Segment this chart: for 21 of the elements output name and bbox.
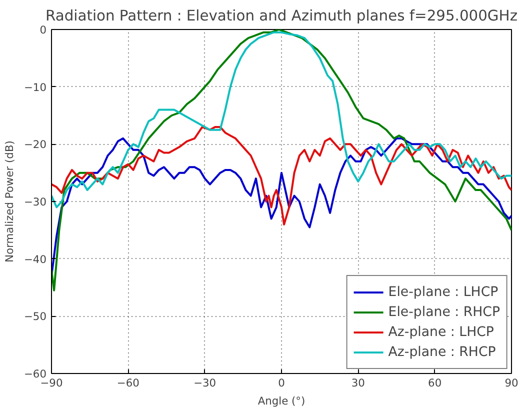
y-tick-label: −50 [24,310,47,324]
x-axis-title: Angle (°) [258,394,306,408]
x-tick-label: 0 [278,376,286,390]
y-tick-label: 0 [40,24,47,36]
x-tick-label: −30 [194,376,216,390]
y-axis-title: Normalized Power (dB) [3,140,16,262]
legend-label: Az-plane : LHCP [388,324,494,340]
y-tick-label: −10 [24,80,47,94]
line-series [52,31,512,208]
legend-label: Ele-plane : RHCP [388,304,500,320]
line-series [52,126,512,226]
legend-label: Az-plane : RHCP [388,344,496,360]
x-tick-label: 60 [428,376,442,390]
x-tick-label: −60 [116,376,140,390]
legend-label: Ele-plane : LHCP [388,284,498,300]
chart-title: Radiation Pattern : Elevation and Azimuth planes f=295.000GHz [45,8,518,24]
y-tick-label: −40 [24,252,47,266]
y-tick-label: −20 [24,138,47,152]
x-tick-label: 30 [351,376,366,390]
x-tick-label: 90 [504,376,518,390]
y-tick-label: −30 [24,196,47,208]
